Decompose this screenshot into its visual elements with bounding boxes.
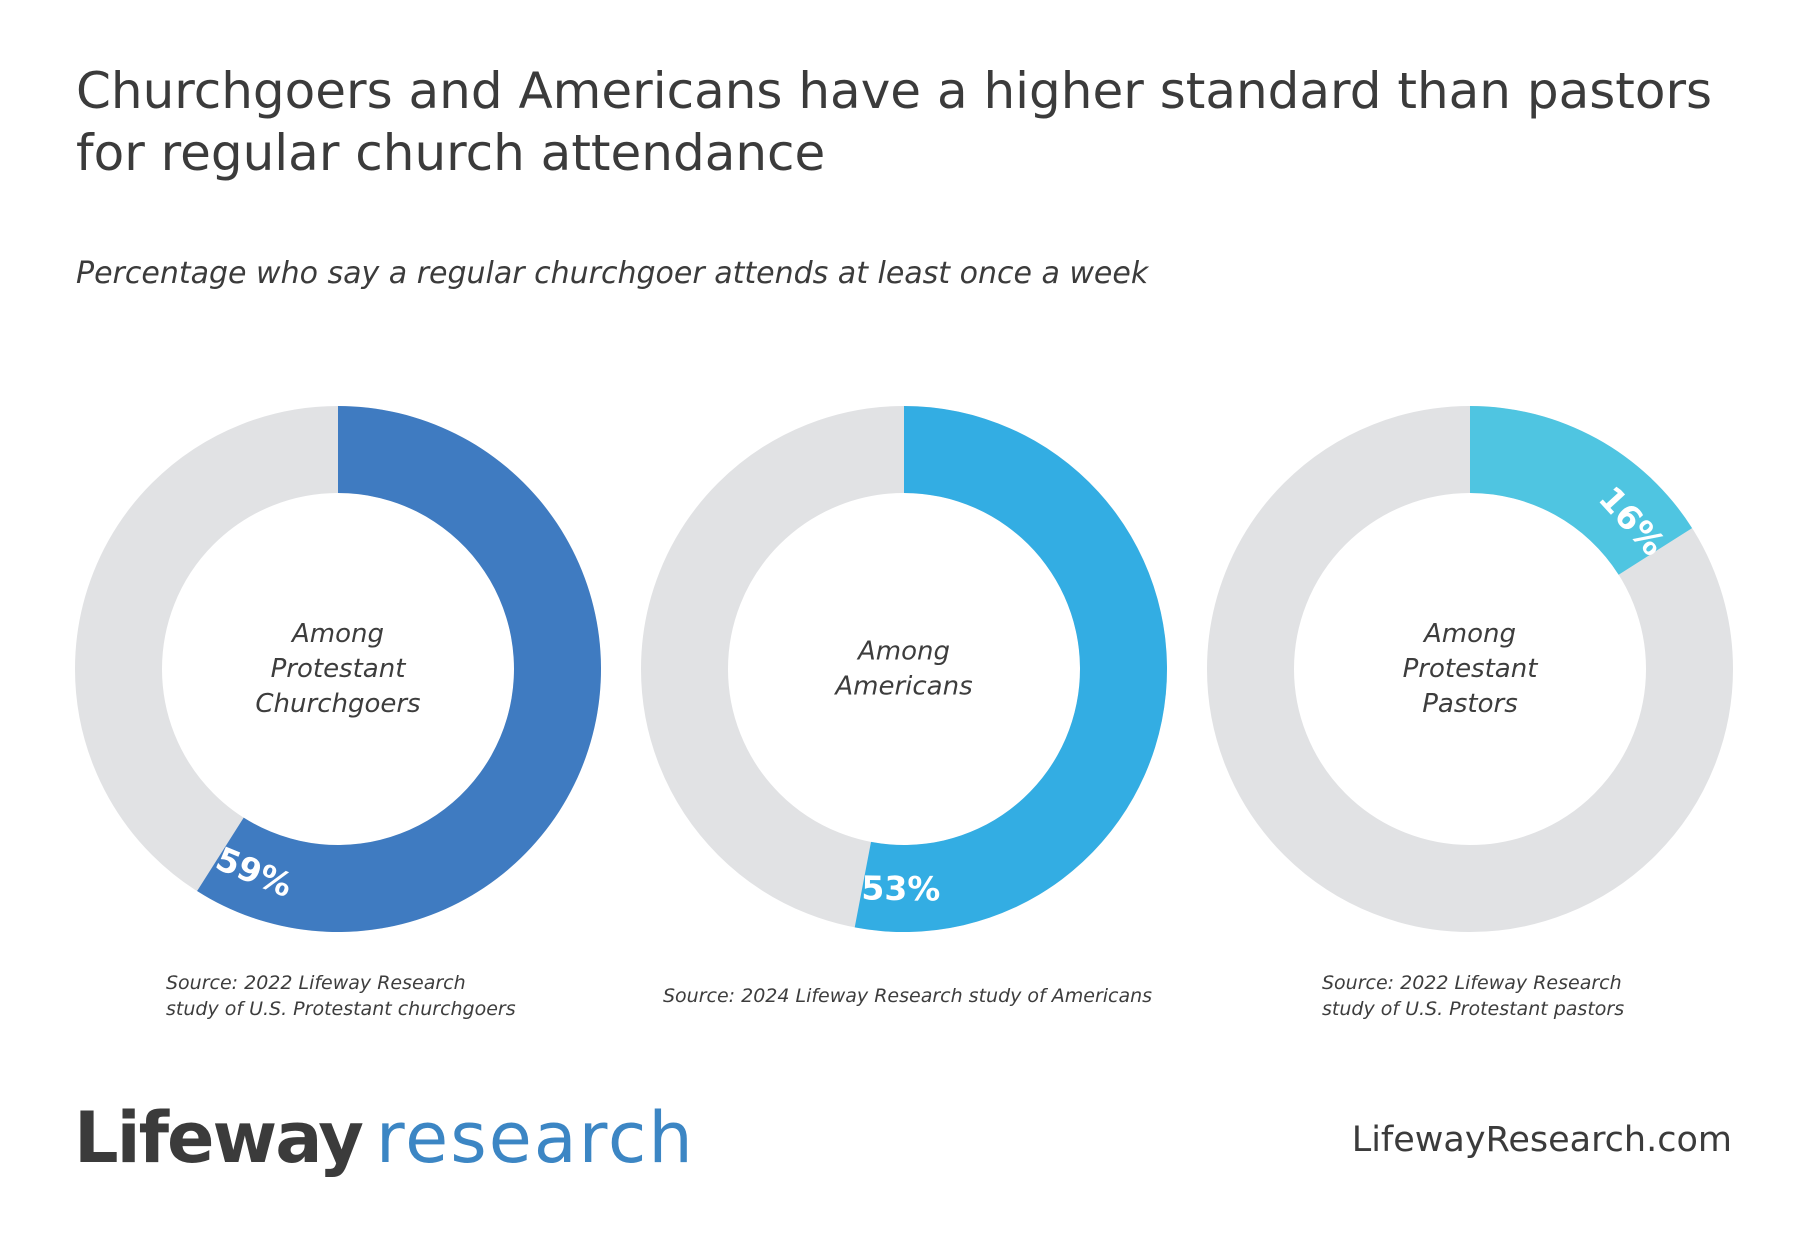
center-label-pastors-line-2: Protestant	[1403, 654, 1539, 684]
center-label-americans-line-2: Americans	[833, 672, 972, 702]
donut-slice-churchgoers	[197, 406, 601, 932]
source-note-1: Source: 2022 Lifeway Research study of U…	[166, 972, 516, 1020]
donut-slice-pastors	[1470, 406, 1693, 575]
chart-title: Churchgoers and Americans have a higher …	[76, 62, 1713, 182]
chart-subtitle: Percentage who say a regular churchgoer …	[76, 256, 1149, 291]
source-note-3: Source: 2022 Lifeway Research study of U…	[1322, 972, 1625, 1020]
center-label-americans-line-1: Among	[856, 637, 950, 667]
center-label-churchgoers-line-2: Protestant	[271, 654, 407, 684]
center-label-pastors-line-1: Among	[1422, 619, 1516, 649]
logo-text-lifeway: Lifeway	[74, 1097, 364, 1179]
logo-text-research: research	[375, 1097, 695, 1179]
lifeway-research-logo: Lifeway research	[74, 1098, 695, 1178]
percent-label-americans: 53%	[861, 868, 941, 908]
center-label-churchgoers-line-3: Churchgoers	[255, 689, 420, 719]
center-label-pastors-line-3: Pastors	[1422, 689, 1518, 719]
center-label-churchgoers-line-1: Among	[290, 619, 384, 649]
donut-slice-americans	[854, 406, 1168, 932]
donut-americans: 53% Among Americans	[641, 406, 1168, 932]
source-note-2: Source: 2024 Lifeway Research study of A…	[663, 985, 1153, 1007]
website-link[interactable]: LifewayResearch.com	[1351, 1120, 1732, 1160]
